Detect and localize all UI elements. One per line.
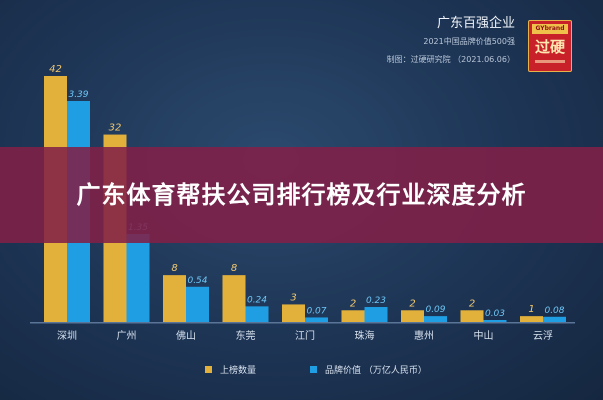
bar-value-7 — [483, 320, 507, 322]
data-label-count-7: 2 — [469, 298, 475, 309]
bar-count-7 — [460, 310, 484, 322]
data-label-value-7: 0.03 — [485, 309, 505, 319]
bar-value-8 — [543, 316, 566, 322]
bar-count-2 — [163, 275, 186, 322]
legend-item-value: 品牌价值 （万亿人民币） — [310, 360, 427, 378]
bar-value-4 — [305, 317, 328, 322]
data-label-value-0: 3.39 — [68, 90, 88, 100]
data-label-value-3: 0.24 — [247, 295, 267, 305]
bar-value-1 — [126, 233, 150, 322]
data-label-count-4: 3 — [290, 292, 296, 303]
legend-swatch-value — [310, 365, 317, 373]
chart-credit: 制图：过硬研究院 （2021.06.06） — [386, 55, 515, 64]
bar-value-5 — [364, 307, 388, 322]
brand-logo-en: GYbrand — [532, 24, 568, 34]
data-label-count-0: 42 — [49, 64, 62, 75]
bar-count-3 — [222, 275, 246, 322]
bar-count-8 — [520, 316, 543, 322]
x-tick-label-8: 云浮 — [533, 330, 553, 342]
bar-value-3 — [245, 306, 269, 322]
legend-label-count: 上榜数量 — [220, 365, 257, 376]
chart-header-subtitle: 2021中国品牌价值500强 — [423, 37, 515, 46]
data-label-count-6: 2 — [409, 298, 415, 309]
data-label-count-3: 8 — [231, 263, 237, 274]
chart-header-title: 广东百强企业 — [436, 16, 515, 31]
data-label-value-4: 0.07 — [306, 306, 326, 316]
legend-item-count: 上榜数量 — [205, 360, 256, 378]
data-label-count-2: 8 — [171, 263, 177, 274]
data-label-value-6: 0.09 — [425, 305, 445, 315]
x-tick-label-0: 深圳 — [57, 330, 77, 342]
title-banner: 广东体育帮扶公司排行榜及行业深度分析 — [0, 147, 603, 243]
brand-logo-cn: 过硬 — [534, 38, 565, 56]
bar-count-6 — [401, 310, 424, 322]
bar-count-5 — [341, 310, 365, 322]
brand-logo: GYbrand 过硬 — [528, 20, 572, 72]
x-tick-label-4: 江门 — [295, 329, 315, 342]
banner-title: 广东体育帮扶公司排行榜及行业深度分析 — [76, 181, 527, 209]
legend-label-value: 品牌价值 （万亿人民币） — [325, 365, 427, 376]
data-label-value-2: 0.54 — [187, 276, 207, 286]
x-tick-label-7: 中山 — [474, 329, 494, 342]
x-tick-label-2: 佛山 — [176, 329, 196, 342]
x-tick-label-5: 珠海 — [355, 329, 375, 342]
chart-legend: 上榜数量 品牌价值 （万亿人民币） — [0, 360, 603, 380]
bar-value-2 — [186, 286, 209, 322]
data-label-value-5: 0.23 — [366, 296, 386, 306]
legend-swatch-count — [205, 365, 212, 373]
bar-count-4 — [282, 304, 305, 322]
bar-value-6 — [424, 316, 447, 322]
x-tick-label-6: 惠州 — [414, 329, 434, 342]
data-label-count-1: 32 — [109, 123, 122, 134]
data-label-value-8: 0.08 — [544, 306, 564, 316]
brand-logo-fineprint — [535, 60, 565, 63]
x-axis-line — [30, 322, 575, 324]
x-tick-label-1: 广州 — [117, 330, 137, 342]
data-label-count-8: 1 — [528, 304, 534, 315]
data-label-count-5: 2 — [350, 298, 356, 309]
x-tick-label-3: 东莞 — [236, 329, 256, 342]
